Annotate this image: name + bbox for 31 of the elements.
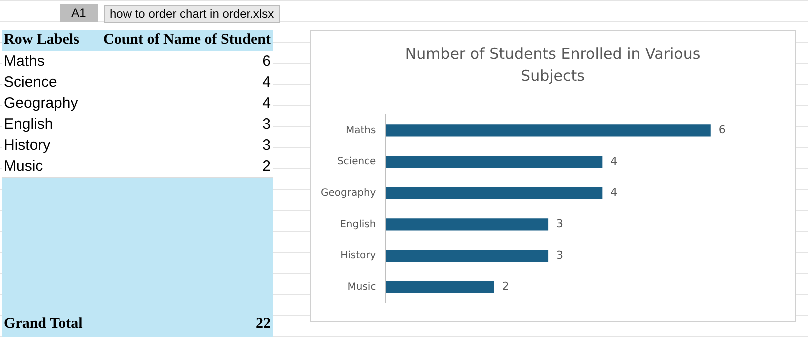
- category-label: Geography: [4, 95, 78, 112]
- category-label: English: [4, 116, 54, 133]
- text: 3: [262, 115, 271, 135]
- data-label: 6: [718, 124, 726, 137]
- category-label: Music: [4, 158, 44, 175]
- y-tick-label: Maths: [346, 125, 376, 136]
- category-label: History: [4, 137, 51, 154]
- text: 4: [262, 94, 271, 114]
- text: 22: [256, 315, 271, 334]
- text: 4: [262, 73, 271, 93]
- text: 2: [262, 157, 271, 177]
- y-tick-label: English: [340, 219, 376, 230]
- data-label: 2: [502, 280, 510, 294]
- text: 3: [262, 136, 271, 156]
- text: how to order chart in order.xlsx: [104, 5, 280, 23]
- text: A1: [60, 4, 98, 22]
- y-tick-label: History: [340, 250, 376, 262]
- y-tick-label: Geography: [320, 188, 376, 199]
- y-tick-label: Music: [348, 282, 376, 293]
- data-label: 4: [610, 154, 618, 168]
- text: Count of Name of Student: [103, 31, 271, 50]
- category-label: Maths: [4, 53, 45, 70]
- text: Grand Total: [4, 315, 83, 334]
- data-label: 3: [556, 248, 564, 262]
- y-tick-label: Science: [337, 156, 376, 168]
- data-label: 3: [556, 218, 564, 231]
- text: 6: [262, 52, 271, 72]
- text: Row Labels: [4, 31, 80, 50]
- chart-title: Number of Students Enrolled in Various Subjects: [404, 44, 702, 87]
- category-label: Science: [4, 74, 58, 91]
- data-label: 4: [610, 186, 618, 200]
